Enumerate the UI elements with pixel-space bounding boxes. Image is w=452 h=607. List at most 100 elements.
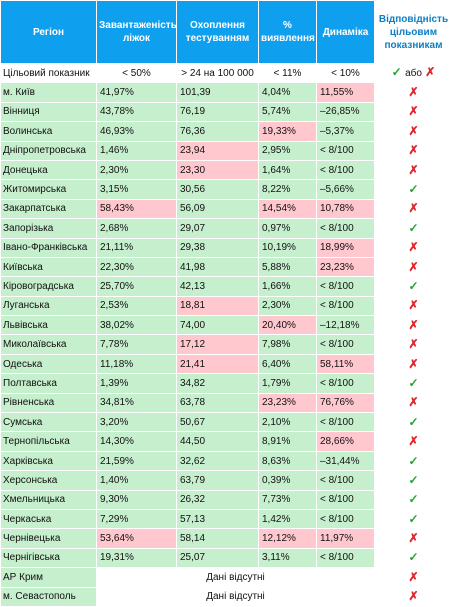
cross-icon: ✗ — [408, 85, 418, 99]
detection-value: 1,79% — [259, 374, 317, 393]
compliance-cell: ✓ — [375, 413, 452, 432]
check-icon: ✓ — [408, 182, 418, 196]
testing-value: 74,00 — [177, 316, 259, 335]
beds-value: 14,30% — [97, 432, 177, 451]
target-dynamics: < 10% — [317, 64, 375, 83]
testing-value: 56,09 — [177, 199, 259, 218]
header-testing: Охоплення тестуванням — [177, 1, 259, 64]
region-name: м. Севастополь — [1, 587, 97, 606]
beds-value: 46,93% — [97, 122, 177, 141]
cross-icon: ✗ — [408, 104, 418, 118]
testing-value: 76,19 — [177, 102, 259, 121]
header-compliance: Відповідність цільовим показникам — [375, 1, 452, 64]
detection-value: 2,30% — [259, 296, 317, 315]
cross-icon: ✗ — [408, 318, 418, 332]
dynamics-value: –5,66% — [317, 180, 375, 199]
testing-value: 57,13 — [177, 509, 259, 528]
beds-value: 22,30% — [97, 257, 177, 276]
testing-value: 50,67 — [177, 413, 259, 432]
no-data-cell: Дані відсутні — [97, 587, 375, 606]
region-name: Луганська — [1, 296, 97, 315]
compliance-cell: ✓ — [375, 451, 452, 470]
detection-value: 10,19% — [259, 238, 317, 257]
cross-icon: ✗ — [408, 298, 418, 312]
no-data-cell: Дані відсутні — [97, 568, 375, 587]
compliance-cell: ✗ — [375, 354, 452, 373]
compliance-cell: ✓ — [375, 180, 452, 199]
compliance-cell: ✓ — [375, 219, 452, 238]
cross-icon: ✗ — [408, 240, 418, 254]
testing-value: 42,13 — [177, 277, 259, 296]
testing-value: 63,78 — [177, 393, 259, 412]
region-name: Харківська — [1, 451, 97, 470]
check-icon: ✓ — [408, 473, 418, 487]
region-name: Донецька — [1, 160, 97, 179]
compliance-cell: ✗ — [375, 102, 452, 121]
beds-value: 38,02% — [97, 316, 177, 335]
cross-icon: ✗ — [408, 201, 418, 215]
compliance-cell: ✗ — [375, 83, 452, 102]
detection-value: 20,40% — [259, 316, 317, 335]
cross-icon: ✗ — [408, 434, 418, 448]
region-name: м. Київ — [1, 83, 97, 102]
testing-value: 76,36 — [177, 122, 259, 141]
region-name: Житомирська — [1, 180, 97, 199]
testing-value: 32,62 — [177, 451, 259, 470]
target-label: Цільовий показник — [1, 64, 97, 83]
cross-icon: ✗ — [408, 143, 418, 157]
beds-value: 58,43% — [97, 199, 177, 218]
cross-icon: ✗ — [425, 65, 435, 79]
region-name: Миколаївська — [1, 335, 97, 354]
compliance-cell: ✗ — [375, 160, 452, 179]
testing-value: 21,41 — [177, 354, 259, 373]
beds-value: 34,81% — [97, 393, 177, 412]
dynamics-value: 10,78% — [317, 199, 375, 218]
dynamics-value: < 8/100 — [317, 160, 375, 179]
dynamics-value: < 8/100 — [317, 335, 375, 354]
dynamics-value: < 8/100 — [317, 277, 375, 296]
cross-icon: ✗ — [408, 337, 418, 351]
detection-value: 6,40% — [259, 354, 317, 373]
beds-value: 41,97% — [97, 83, 177, 102]
compliance-cell: ✓ — [375, 490, 452, 509]
check-icon: ✓ — [408, 512, 418, 526]
detection-value: 8,63% — [259, 451, 317, 470]
region-name: Чернівецька — [1, 529, 97, 548]
cross-icon: ✗ — [408, 395, 418, 409]
testing-value: 23,94 — [177, 141, 259, 160]
testing-value: 34,82 — [177, 374, 259, 393]
compliance-cell: ✗ — [375, 199, 452, 218]
cross-icon: ✗ — [408, 124, 418, 138]
check-icon: ✓ — [408, 492, 418, 506]
target-detection: < 11% — [259, 64, 317, 83]
beds-value: 2,53% — [97, 296, 177, 315]
beds-value: 19,31% — [97, 548, 177, 567]
dynamics-value: –26,85% — [317, 102, 375, 121]
dynamics-value: 18,99% — [317, 238, 375, 257]
testing-value: 25,07 — [177, 548, 259, 567]
detection-value: 3,11% — [259, 548, 317, 567]
testing-value: 44,50 — [177, 432, 259, 451]
header-detection: % виявлення — [259, 1, 317, 64]
beds-value: 7,78% — [97, 335, 177, 354]
detection-value: 14,54% — [259, 199, 317, 218]
compliance-cell: ✗ — [375, 316, 452, 335]
region-name: Дніпропетровська — [1, 141, 97, 160]
region-name: Тернопільська — [1, 432, 97, 451]
dynamics-value: < 8/100 — [317, 548, 375, 567]
cross-icon: ✗ — [408, 357, 418, 371]
beds-value: 1,40% — [97, 471, 177, 490]
